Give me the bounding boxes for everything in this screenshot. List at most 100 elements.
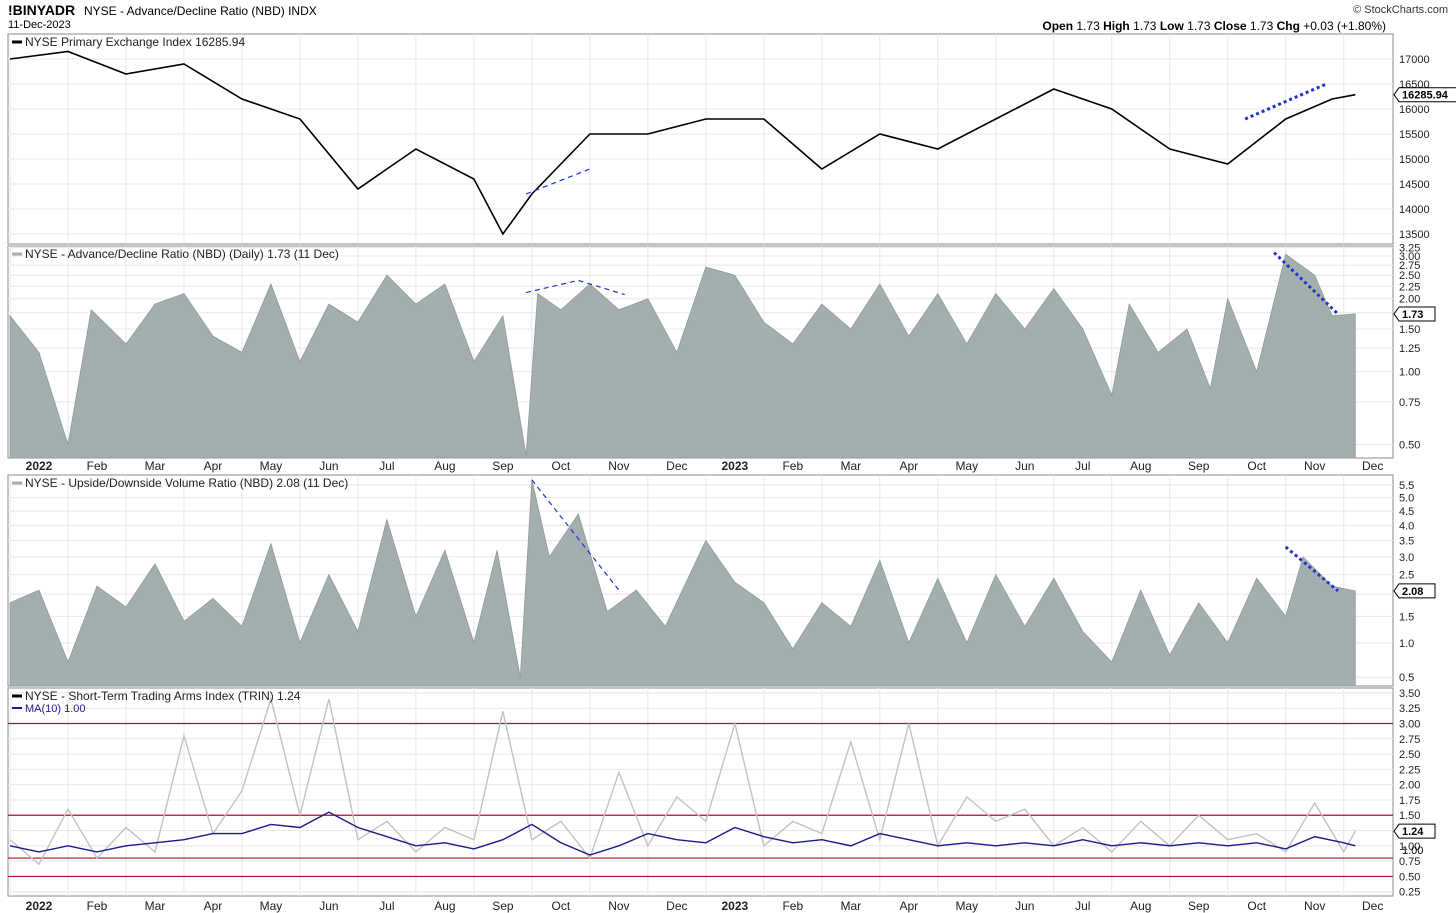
- last-value-text: 1.73: [1402, 309, 1423, 321]
- y-tick-label: 1.0: [1399, 638, 1414, 650]
- ohlc-readout: Open 1.73 High 1.73 Low 1.73 Close 1.73 …: [1042, 19, 1386, 33]
- y-tick-label: 14500: [1399, 179, 1430, 191]
- series-area: [9, 253, 1356, 459]
- symbol-title: !BINYADR: [8, 2, 76, 18]
- x-tick-label: Mar: [145, 459, 166, 473]
- y-tick-label: 3.25: [1399, 243, 1420, 255]
- x-tick-label: Mar: [840, 459, 861, 473]
- y-tick-label: 1.00: [1399, 841, 1420, 853]
- low-label: Low: [1159, 19, 1184, 33]
- y-tick-label: 15500: [1399, 129, 1430, 141]
- last-value-text: 2.08: [1402, 586, 1423, 598]
- y-tick-label: 3.25: [1399, 703, 1420, 715]
- x-tick-label: Aug: [1130, 899, 1151, 913]
- y-tick-label: 1.25: [1399, 343, 1420, 355]
- y-tick-label: 0.50: [1399, 871, 1420, 883]
- description-text: NYSE - Advance/Decline Ratio (NBD): [84, 4, 285, 18]
- y-tick-label: 1.50: [1399, 324, 1420, 336]
- brand-watermark: © StockCharts.com: [1353, 4, 1448, 16]
- open-label: Open: [1042, 19, 1074, 33]
- x-tick-label: Oct: [1247, 459, 1266, 473]
- y-tick-label: 1.5: [1399, 611, 1414, 623]
- y-tick-label: 4.5: [1399, 506, 1414, 518]
- x-tick-label: Mar: [840, 899, 861, 913]
- x-tick-label: Dec: [1362, 899, 1383, 913]
- x-tick-label: Sep: [1188, 459, 1210, 473]
- high-label: High: [1103, 19, 1130, 33]
- x-tick-label: Nov: [1304, 899, 1325, 913]
- x-tick-label: Dec: [666, 899, 687, 913]
- x-tick-label: Nov: [1304, 459, 1325, 473]
- panel-label: NYSE - Short-Term Trading Arms Index (TR…: [25, 689, 301, 703]
- x-tick-label: Sep: [492, 459, 514, 473]
- chg-label: Chg: [1276, 19, 1300, 33]
- y-tick-label: 13500: [1399, 229, 1430, 241]
- x-tick-label: 2023: [721, 459, 748, 473]
- y-tick-label: 17000: [1399, 54, 1430, 66]
- series-area: [9, 479, 1356, 687]
- x-tick-label: Dec: [666, 459, 687, 473]
- low-value: 1.73: [1187, 19, 1211, 33]
- high-value: 1.73: [1133, 19, 1157, 33]
- panel-label: NYSE - Upside/Downside Volume Ratio (NBD…: [25, 476, 348, 490]
- x-tick-label: Sep: [492, 899, 514, 913]
- y-tick-label: 3.0: [1399, 552, 1414, 564]
- y-tick-label: 0.75: [1399, 397, 1420, 409]
- ma-last-value-text: 1.00: [1402, 845, 1423, 857]
- x-tick-label: Jun: [319, 459, 338, 473]
- x-tick-label: Mar: [145, 899, 166, 913]
- y-tick-label: 1.50: [1399, 810, 1420, 822]
- last-value-text: 16285.94: [1402, 90, 1449, 102]
- last-value-tag: [1393, 583, 1436, 599]
- y-tick-label: 2.50: [1399, 749, 1420, 761]
- x-tick-label: Oct: [1247, 899, 1266, 913]
- y-tick-label: 2.50: [1399, 270, 1420, 282]
- chg-value: +0.03 (+1.80%): [1303, 19, 1386, 33]
- x-tick-label: May: [260, 899, 283, 913]
- trendline: [525, 279, 625, 296]
- open-value: 1.73: [1076, 19, 1100, 33]
- y-tick-label: 1.00: [1399, 367, 1420, 379]
- panel-label: NYSE - Advance/Decline Ratio (NBD) (Dail…: [25, 247, 339, 261]
- x-tick-label: Jul: [379, 459, 394, 473]
- close-value: 1.73: [1249, 19, 1274, 33]
- y-tick-label: 0.75: [1399, 856, 1420, 868]
- x-tick-label: Aug: [1130, 459, 1151, 473]
- x-tick-label: Feb: [87, 459, 108, 473]
- exchange-text: INDX: [288, 4, 317, 18]
- y-tick-label: 5.5: [1399, 480, 1414, 492]
- x-tick-label: Feb: [782, 459, 803, 473]
- y-tick-label: 2.25: [1399, 281, 1420, 293]
- panel-label: NYSE Primary Exchange Index 16285.94: [25, 35, 245, 49]
- last-value-text: 1.24: [1402, 826, 1424, 838]
- y-tick-label: 2.75: [1399, 260, 1420, 272]
- trendline: [1273, 251, 1339, 316]
- x-tick-label: Feb: [782, 899, 803, 913]
- close-label: Close: [1213, 19, 1247, 33]
- y-tick-label: 0.25: [1399, 887, 1420, 899]
- y-tick-label: 0.5: [1399, 672, 1414, 684]
- x-tick-label: Jun: [319, 899, 338, 913]
- symbol-description: NYSE - Advance/Decline Ratio (NBD) INDX: [84, 4, 317, 18]
- y-tick-label: 2.25: [1399, 764, 1420, 776]
- panel-frame: [7, 687, 1394, 897]
- x-tick-label: 2022: [26, 459, 53, 473]
- x-tick-label: 2022: [26, 899, 53, 913]
- x-tick-label: 2023: [721, 899, 748, 913]
- x-tick-label: Jun: [1015, 459, 1034, 473]
- x-tick-label: May: [955, 899, 978, 913]
- y-tick-label: 3.00: [1399, 718, 1420, 730]
- x-tick-label: Apr: [204, 459, 223, 473]
- last-value-tag: [1393, 87, 1456, 103]
- x-tick-label: Nov: [608, 459, 629, 473]
- trendline: [525, 168, 591, 195]
- panel-frame: [7, 33, 1394, 245]
- x-tick-label: Jul: [1075, 459, 1090, 473]
- trin-ma-line: [9, 811, 1356, 856]
- x-tick-label: Feb: [87, 899, 108, 913]
- x-tick-label: Sep: [1188, 899, 1210, 913]
- y-tick-label: 2.75: [1399, 734, 1420, 746]
- x-tick-label: Jun: [1015, 899, 1034, 913]
- x-tick-label: Dec: [1362, 459, 1383, 473]
